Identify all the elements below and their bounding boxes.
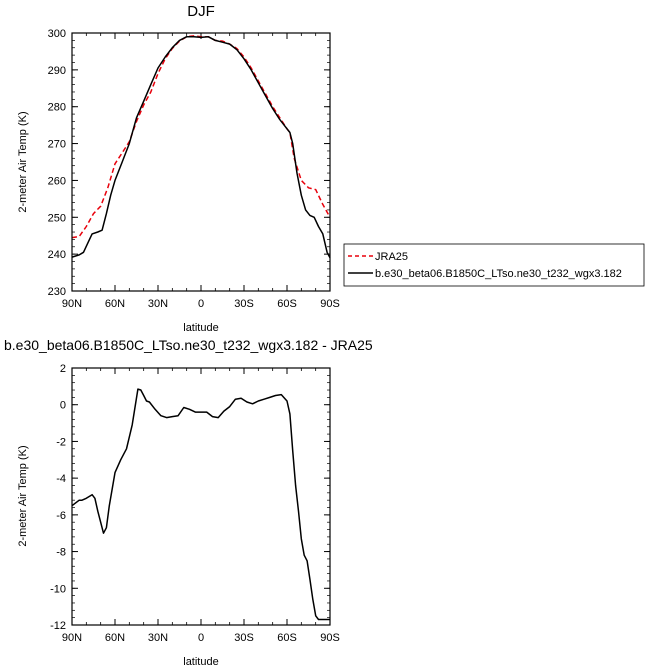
bottom-y-tick-label: -2: [56, 436, 66, 448]
bottom-y-axis-label: 2-meter Air Temp (K): [17, 445, 29, 546]
top-y-tick-label: 290: [48, 65, 66, 77]
legend-box: [343, 243, 645, 287]
bottom-x-tick-label: 0: [198, 632, 204, 644]
top-series-line-0: [71, 35, 331, 239]
bottom-y-tick-label: -6: [56, 510, 66, 522]
bottom-y-tick-label: 2: [60, 363, 66, 375]
bottom-series-lines: [71, 388, 330, 621]
top-y-tick-label: 250: [48, 212, 66, 224]
bottom-y-tick-label: -4: [56, 473, 66, 485]
top-x-tick-label: 30S: [234, 298, 254, 310]
bottom-x-tick-label: 30S: [234, 632, 254, 644]
top-y-tick-label: 240: [48, 249, 66, 261]
top-panel: DJF 2-meter Air Temp (K) latitude 90N 60N…: [17, 3, 340, 334]
bottom-series-line-0: [71, 388, 330, 621]
top-y-tick-label: 260: [48, 175, 66, 187]
top-x-tick-label: 90N: [62, 298, 82, 310]
top-y-tick-label: 230: [48, 286, 66, 298]
top-x-tick-label: 0: [198, 298, 204, 310]
top-y-axis-label: 2-meter Air Temp (K): [17, 111, 29, 212]
top-x-tick-label: 90S: [320, 298, 340, 310]
bottom-x-tick-label: 90S: [320, 632, 340, 644]
top-x-axis-label: latitude: [183, 322, 218, 334]
bottom-y-tick-label: 0: [60, 400, 66, 412]
top-y-tick-label: 280: [48, 102, 66, 114]
bottom-plot-frame: [71, 367, 331, 626]
bottom-x-tick-label: 30N: [148, 632, 168, 644]
top-chart-title: DJF: [187, 3, 215, 20]
bottom-y-tick-label: -12: [50, 620, 66, 632]
top-series-line-1: [71, 35, 331, 259]
top-y-tick-label: 300: [48, 28, 66, 40]
top-plot-frame: [71, 32, 331, 292]
bottom-x-axis-label: latitude: [183, 656, 218, 668]
bottom-chart-title: b.e30_beta06.B1850C_LTso.ne30_t232_wgx3.…: [4, 337, 373, 353]
top-x-tick-label: 30N: [148, 298, 168, 310]
legend-entry-jra25: JRA25: [375, 251, 408, 263]
bottom-x-tick-label: 60S: [277, 632, 297, 644]
bottom-x-tick-label: 60N: [105, 632, 125, 644]
bottom-y-tick-label: -10: [50, 583, 66, 595]
top-x-tick-label: 60N: [105, 298, 125, 310]
legend: JRA25 b.e30_beta06.B1850C_LTso.ne30_t232…: [343, 243, 645, 287]
legend-entry-model: b.e30_beta06.B1850C_LTso.ne30_t232_wgx3.…: [375, 268, 622, 280]
top-y-tick-label: 270: [48, 139, 66, 151]
bottom-x-tick-label: 90N: [62, 632, 82, 644]
bottom-panel: b.e30_beta06.B1850C_LTso.ne30_t232_wgx3.…: [4, 337, 373, 668]
bottom-y-tick-label: -8: [56, 547, 66, 559]
top-series-lines: [71, 35, 331, 259]
bottom-axes: 90N 60N 30N 0 30S 60S 90S -12 -10 -8 -6 -4 -2 0 2: [50, 363, 340, 644]
top-x-tick-label: 60S: [277, 298, 297, 310]
